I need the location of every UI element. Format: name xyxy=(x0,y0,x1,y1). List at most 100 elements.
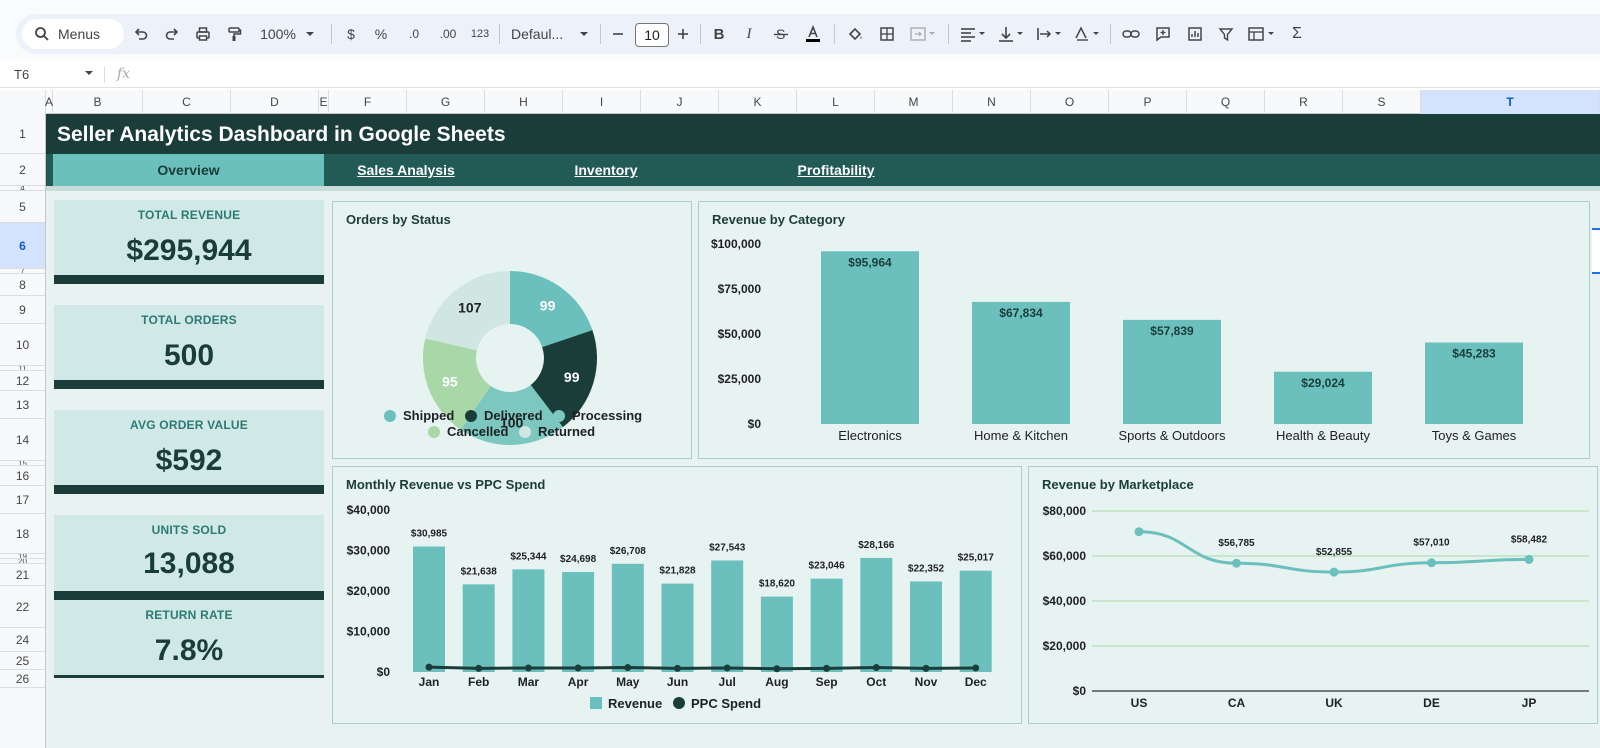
decrease-decimal-button[interactable]: .0 xyxy=(402,22,426,46)
zoom-select[interactable]: 100% xyxy=(255,22,301,46)
row-header-2[interactable]: 2 xyxy=(0,154,45,186)
column-header-j[interactable]: J xyxy=(641,90,719,114)
column-header-m[interactable]: M xyxy=(875,90,953,114)
row-header-17[interactable]: 17 xyxy=(0,486,45,514)
text-wrapping-icon[interactable] xyxy=(1034,22,1064,46)
row-header-24[interactable]: 24 xyxy=(0,628,45,652)
row-header-1[interactable]: 1 xyxy=(0,114,45,154)
redo-icon[interactable] xyxy=(161,22,183,46)
chart-monthly-revenue-vs-ppc[interactable]: Monthly Revenue vs PPC Spend $0 $10,000 $2… xyxy=(332,466,1022,724)
column-header-c[interactable]: C xyxy=(143,90,231,114)
legend-swatch xyxy=(428,426,440,438)
column-header-q[interactable]: Q xyxy=(1187,90,1265,114)
decrease-font-size-icon[interactable] xyxy=(610,22,626,46)
column-header-n[interactable]: N xyxy=(953,90,1031,114)
font-size-input[interactable]: 10 xyxy=(635,23,669,47)
row-header-11[interactable]: 11 xyxy=(0,366,45,371)
insert-link-icon[interactable] xyxy=(1120,22,1142,46)
column-header-o[interactable]: O xyxy=(1031,90,1109,114)
functions-button[interactable]: Σ xyxy=(1288,22,1306,46)
name-box[interactable]: T6 xyxy=(14,67,30,82)
row-header-15[interactable]: 15 xyxy=(0,461,45,466)
row-header-10[interactable]: 10 xyxy=(0,324,45,366)
currency-format-button[interactable]: $ xyxy=(343,22,359,46)
increase-decimal-button[interactable]: .00 xyxy=(434,22,462,46)
font-select[interactable]: Defaul... xyxy=(511,22,575,46)
name-box-caret-icon[interactable] xyxy=(84,70,94,76)
column-header-r[interactable]: R xyxy=(1265,90,1343,114)
text-color-icon[interactable] xyxy=(802,22,824,46)
chart-revenue-by-marketplace[interactable]: Revenue by Marketplace $0 $20,000 $40,000 $… xyxy=(1028,466,1598,724)
bold-button[interactable]: B xyxy=(710,22,728,46)
legend-label: Delivered xyxy=(484,408,543,423)
column-header-f[interactable]: F xyxy=(329,90,407,114)
chart-revenue-by-category[interactable]: Revenue by Category $0 $25,000 $50,000 $75,… xyxy=(698,201,1590,459)
print-icon[interactable] xyxy=(192,22,214,46)
decrease-decimal-label: .0 xyxy=(408,27,419,41)
row-header-13[interactable]: 13 xyxy=(0,391,45,419)
strikethrough-icon[interactable]: S xyxy=(771,22,791,46)
menus-search-button[interactable]: Menus xyxy=(22,19,124,49)
tab-inventory[interactable]: Inventory xyxy=(574,162,638,178)
x-tick-label: Home & Kitchen xyxy=(974,428,1068,443)
column-header-i[interactable]: I xyxy=(563,90,641,114)
divider xyxy=(700,24,701,44)
row-header-25[interactable]: 25 xyxy=(0,652,45,670)
row-header-4[interactable]: 4 xyxy=(0,186,45,191)
column-header-k[interactable]: K xyxy=(719,90,797,114)
row-header-6[interactable]: 6 xyxy=(0,223,45,269)
column-header-g[interactable]: G xyxy=(407,90,485,114)
column-header-t[interactable]: T xyxy=(1421,90,1600,114)
column-header-a[interactable]: A xyxy=(45,90,53,114)
paint-format-icon[interactable] xyxy=(223,22,245,46)
point-data-label: $57,010 xyxy=(1413,538,1450,549)
tab-sales-analysis[interactable]: Sales Analysis xyxy=(357,162,455,178)
tab-profitability[interactable]: Profitability xyxy=(797,162,875,178)
increase-font-size-icon[interactable] xyxy=(675,22,691,46)
italic-button[interactable]: I xyxy=(740,22,758,46)
row-header-26[interactable]: 26 xyxy=(0,670,45,688)
column-header-d[interactable]: D xyxy=(231,90,319,114)
row-header-18[interactable]: 18 xyxy=(0,514,45,554)
row-header-12[interactable]: 12 xyxy=(0,371,45,391)
row-header-21[interactable]: 21 xyxy=(0,564,45,586)
column-header-e[interactable]: E xyxy=(319,90,329,114)
insert-comment-icon[interactable] xyxy=(1152,22,1174,46)
legend-swatch xyxy=(384,410,396,422)
column-header-b[interactable]: B xyxy=(53,90,143,114)
row-header-8[interactable]: 8 xyxy=(0,274,45,296)
column-header-l[interactable]: L xyxy=(797,90,875,114)
text-rotation-icon[interactable] xyxy=(1072,22,1102,46)
row-header-19[interactable]: 19 xyxy=(0,554,45,559)
horizontal-align-icon[interactable] xyxy=(958,22,988,46)
filter-icon[interactable] xyxy=(1215,22,1237,46)
row-header-14[interactable]: 14 xyxy=(0,419,45,461)
chart-orders-by-status[interactable]: Orders by Status 99 99 100 95 107 Shipped Deli… xyxy=(332,201,692,459)
y-tick-label: $80,000 xyxy=(1043,504,1087,518)
select-all-corner[interactable] xyxy=(0,90,46,114)
row-header-5[interactable]: 5 xyxy=(0,191,45,223)
filter-views-icon[interactable] xyxy=(1246,22,1280,46)
column-header-p[interactable]: P xyxy=(1109,90,1187,114)
font-caret-icon[interactable] xyxy=(578,22,590,46)
percent-format-button[interactable]: % xyxy=(372,22,390,46)
number-format-button[interactable]: 123 xyxy=(467,22,493,46)
fill-color-icon[interactable] xyxy=(844,22,866,46)
zoom-caret-icon[interactable] xyxy=(304,22,316,46)
donut-data-label: 99 xyxy=(564,369,580,385)
column-header-s[interactable]: S xyxy=(1343,90,1421,114)
insert-chart-icon[interactable] xyxy=(1184,22,1206,46)
row-header-9[interactable]: 9 xyxy=(0,296,45,324)
vertical-align-icon[interactable] xyxy=(996,22,1026,46)
column-header-h[interactable]: H xyxy=(485,90,563,114)
undo-icon[interactable] xyxy=(130,22,152,46)
row-header-22[interactable]: 22 xyxy=(0,586,45,628)
row-header-20[interactable]: 20 xyxy=(0,559,45,564)
kpi-value: $295,944 xyxy=(126,234,252,267)
borders-icon[interactable] xyxy=(877,22,897,46)
row-header-7[interactable]: 7 xyxy=(0,269,45,274)
row-header-16[interactable]: 16 xyxy=(0,466,45,486)
sheet-grid[interactable]: Seller Analytics Dashboard in Google She… xyxy=(46,114,1600,748)
tab-overview[interactable]: Overview xyxy=(53,154,324,186)
merge-cells-icon xyxy=(908,22,938,46)
